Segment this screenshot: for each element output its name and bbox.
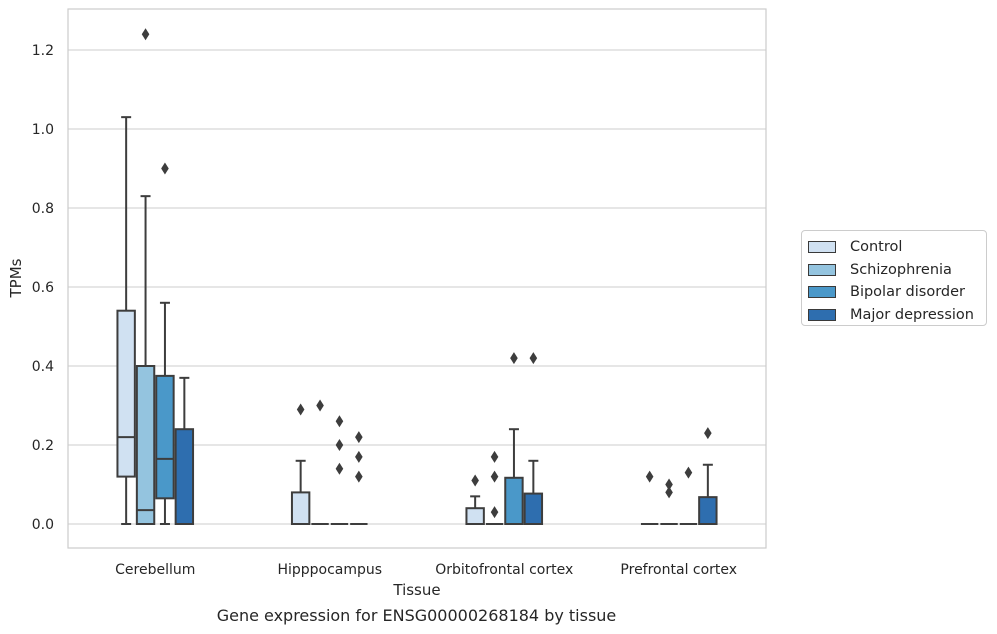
boxes (116, 28, 718, 526)
outlier-point (490, 506, 499, 519)
box-bipolar-disorder (155, 162, 175, 525)
box-major-depression (174, 376, 195, 526)
outlier-point (296, 403, 305, 416)
box-body (504, 476, 524, 526)
outlier-point (355, 450, 363, 463)
x-tick-label: Prefrontal cortex (620, 562, 737, 578)
x-tick-labels: Cerebellum Hipppocampus Orbitofrontal cort… (115, 562, 737, 578)
x-tick-label: Orbitofrontal cortex (435, 562, 573, 578)
legend-label: Bipolar disorder (850, 284, 965, 301)
outlier-point (335, 462, 344, 475)
box-body (135, 365, 156, 525)
y-axis-label: TPMs (7, 258, 25, 298)
box-major-depression (523, 352, 544, 525)
box-bipolar-disorder (504, 352, 524, 526)
legend-label: Control (850, 239, 903, 256)
outlier-point (529, 352, 538, 365)
box-control (290, 403, 311, 525)
outlier-point (141, 28, 150, 41)
box-major-depression (698, 427, 718, 526)
outlier-point (161, 162, 169, 175)
outlier-point (645, 470, 654, 483)
box-schizophrenia (485, 450, 504, 525)
y-tick-label: 0.4 (32, 359, 54, 375)
figure-caption: Gene expression for ENSG00000268184 by t… (216, 606, 617, 625)
box-schizophrenia (311, 399, 329, 525)
outlier-point (355, 470, 363, 483)
outlier-point (490, 470, 499, 483)
x-axis-label: Tissue (392, 581, 440, 599)
box-bipolar-disorder (330, 415, 349, 525)
box-body (155, 374, 175, 500)
legend: Control Schizophrenia Bipolar disorder Majo… (801, 230, 987, 326)
outlier-point (316, 399, 324, 412)
box-bipolar-disorder (679, 466, 698, 525)
y-tick-labels: 0.0 0.2 0.4 0.6 0.8 1.0 1.2 (32, 43, 54, 533)
y-tick-label: 0.0 (32, 517, 54, 533)
box-body (698, 496, 718, 526)
legend-item: Major depression (808, 304, 986, 327)
outlier-point (471, 474, 479, 487)
box-body (116, 309, 136, 478)
x-tick-label: Hipppocampus (277, 562, 382, 578)
box-body (174, 428, 195, 526)
x-tick-label: Cerebellum (115, 562, 195, 578)
legend-label: Schizophrenia (850, 261, 952, 278)
y-tick-label: 0.2 (32, 438, 54, 454)
legend-item: Control (808, 236, 986, 259)
y-tick-label: 0.6 (32, 280, 54, 296)
outlier-point (335, 439, 344, 451)
box-major-depression (350, 431, 368, 525)
outlier-point (355, 431, 363, 444)
legend-swatch (808, 286, 836, 299)
y-tick-label: 1.0 (32, 122, 54, 138)
outlier-point (510, 352, 518, 365)
box-body (465, 507, 485, 526)
plot-frame (67, 8, 767, 549)
y-tick-label: 0.8 (32, 201, 54, 217)
box-schizophrenia (135, 28, 156, 525)
legend-label: Major depression (850, 306, 974, 323)
outlier-point (665, 486, 673, 499)
outlier-point (684, 466, 693, 479)
box-control (465, 474, 485, 526)
box-control (116, 116, 136, 525)
y-tick-label: 1.2 (32, 43, 54, 59)
outlier-point (490, 450, 499, 463)
box-body (523, 492, 544, 525)
box-schizophrenia (660, 478, 678, 525)
box-body (290, 491, 311, 525)
legend-swatch (808, 241, 836, 254)
outlier-point (704, 427, 712, 440)
legend-swatch (808, 263, 836, 276)
outlier-point (665, 478, 673, 491)
outlier-point (335, 415, 344, 428)
legend-item: Schizophrenia (808, 259, 986, 282)
legend-item: Bipolar disorder (808, 281, 986, 304)
box-control (640, 470, 659, 525)
legend-swatch (808, 308, 836, 321)
